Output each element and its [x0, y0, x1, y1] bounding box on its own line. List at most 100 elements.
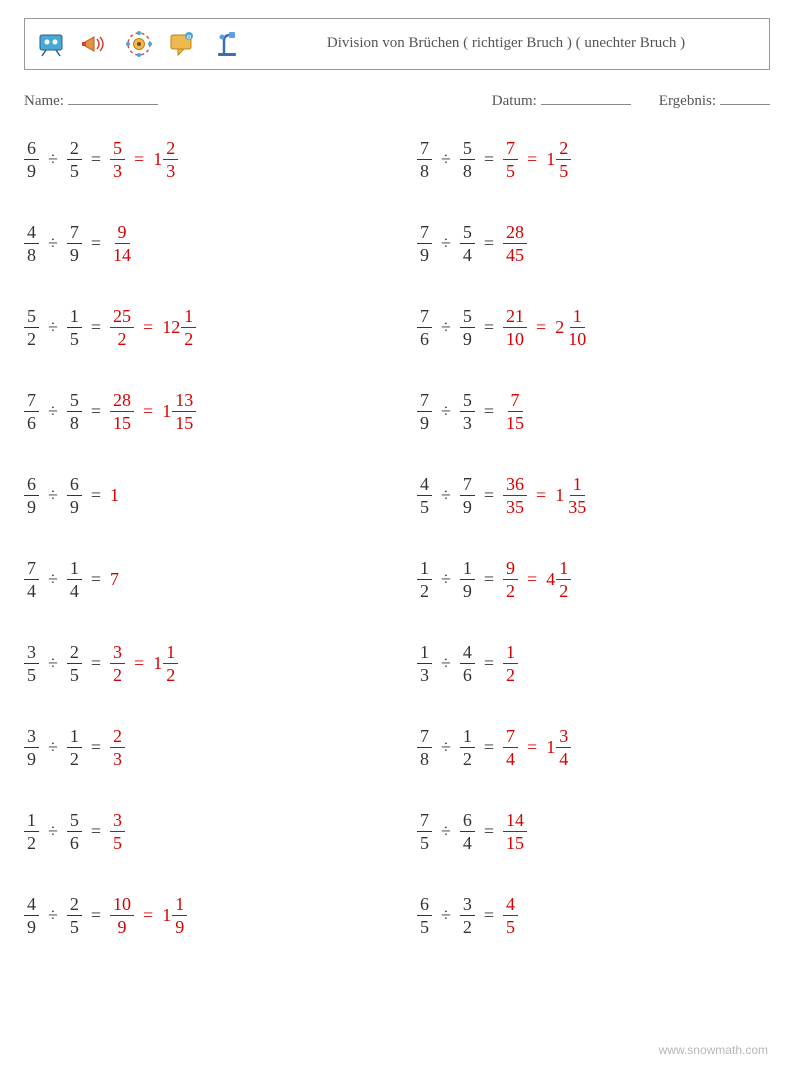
fraction: 14	[67, 559, 82, 600]
fraction: 19	[172, 895, 187, 936]
equals: =	[91, 401, 101, 422]
date-field: Datum:	[492, 90, 631, 110]
answer-fraction: 23	[110, 727, 125, 768]
result-label: Ergebnis:	[659, 93, 716, 109]
answer-fraction: 45	[503, 895, 518, 936]
problem-row: 76÷59=2110=2110	[417, 304, 770, 350]
equals: =	[91, 149, 101, 170]
divide-op: ÷	[441, 233, 451, 254]
fraction: 58	[67, 391, 82, 432]
fraction: 69	[67, 475, 82, 516]
divide-op: ÷	[48, 401, 58, 422]
microscope-icon	[211, 28, 243, 60]
divide-op: ÷	[48, 485, 58, 506]
fraction: 49	[24, 895, 39, 936]
divide-op: ÷	[441, 401, 451, 422]
fraction: 110	[565, 307, 589, 348]
equals: =	[527, 569, 537, 590]
fraction: 12	[460, 727, 475, 768]
fraction: 25	[67, 139, 82, 180]
fraction: 135	[565, 475, 589, 516]
equals: =	[527, 149, 537, 170]
mixed-number: 112	[153, 643, 178, 684]
problem-row: 78÷58=75=125	[417, 136, 770, 182]
fraction: 39	[24, 727, 39, 768]
fraction: 53	[460, 391, 475, 432]
header-icons: ⚙	[25, 28, 243, 60]
equals: =	[91, 737, 101, 758]
equals: =	[484, 905, 494, 926]
problem-row: 75÷64=1415	[417, 808, 770, 854]
fraction: 12	[556, 559, 571, 600]
mixed-number: 123	[153, 139, 178, 180]
fraction: 69	[24, 139, 39, 180]
equals: =	[91, 569, 101, 590]
fraction: 25	[67, 895, 82, 936]
divide-op: ÷	[48, 653, 58, 674]
problem-row: 79÷54=2845	[417, 220, 770, 266]
problem-row: 65 ÷ 32 = 45	[417, 892, 770, 938]
equals: =	[484, 821, 494, 842]
fraction: 23	[163, 139, 178, 180]
problem-row: 69÷25=53=123	[24, 136, 377, 182]
answer-fraction: 715	[503, 391, 527, 432]
equals: =	[484, 317, 494, 338]
fraction: 76	[24, 391, 39, 432]
answer-fraction: 32	[110, 643, 125, 684]
divide-op: ÷	[441, 485, 451, 506]
equals: =	[134, 653, 144, 674]
divide-op: ÷	[48, 737, 58, 758]
equals: =	[484, 569, 494, 590]
problem-row: 48÷79=914	[24, 220, 377, 266]
answer-fraction: 35	[110, 811, 125, 852]
mixed-number: 134	[546, 727, 571, 768]
problem-row: 45÷79=3635=1135	[417, 472, 770, 518]
problem-row: 12÷56=35	[24, 808, 377, 854]
answer-integer: 1	[110, 485, 119, 506]
equals: =	[91, 821, 101, 842]
problem-row: 35÷25=32=112	[24, 640, 377, 686]
equals: =	[536, 317, 546, 338]
fraction: 1315	[172, 391, 196, 432]
answer-fraction: 75	[503, 139, 518, 180]
fraction: 32	[460, 895, 475, 936]
fraction: 69	[24, 475, 39, 516]
mixed-number: 11315	[162, 391, 196, 432]
svg-text:⚙: ⚙	[186, 34, 191, 41]
equals: =	[484, 233, 494, 254]
result-blank[interactable]	[720, 90, 770, 105]
fraction: 76	[417, 307, 432, 348]
date-label: Datum:	[492, 93, 537, 109]
fraction: 56	[67, 811, 82, 852]
answer-integer: 7	[110, 569, 119, 590]
presentation-icon	[35, 28, 67, 60]
fraction: 65	[417, 895, 432, 936]
fraction: 79	[417, 391, 432, 432]
answer-fraction: 109	[110, 895, 134, 936]
answer-fraction: 914	[110, 223, 134, 264]
fraction: 78	[417, 139, 432, 180]
problem-row: 12÷19=92=412	[417, 556, 770, 602]
equals: =	[91, 905, 101, 926]
equals: =	[91, 233, 101, 254]
fraction: 64	[460, 811, 475, 852]
divide-op: ÷	[441, 905, 451, 926]
problem-row: 52÷15=252=1212	[24, 304, 377, 350]
fraction: 46	[460, 643, 475, 684]
date-blank[interactable]	[541, 90, 631, 105]
target-icon	[123, 28, 155, 60]
mixed-number: 412	[546, 559, 571, 600]
equals: =	[484, 653, 494, 674]
problem-row: 76÷58=2815=11315	[24, 388, 377, 434]
equals: =	[91, 485, 101, 506]
problems-left-column: 69÷25=53=12348÷79=91452÷15=252=121276÷58…	[24, 136, 397, 938]
fraction: 54	[460, 223, 475, 264]
equals: =	[143, 905, 153, 926]
name-blank[interactable]	[68, 90, 158, 105]
equals: =	[536, 485, 546, 506]
result-field: Ergebnis:	[659, 90, 770, 110]
divide-op: ÷	[441, 737, 451, 758]
equals: =	[91, 317, 101, 338]
fraction: 75	[417, 811, 432, 852]
mixed-number: 119	[162, 895, 187, 936]
